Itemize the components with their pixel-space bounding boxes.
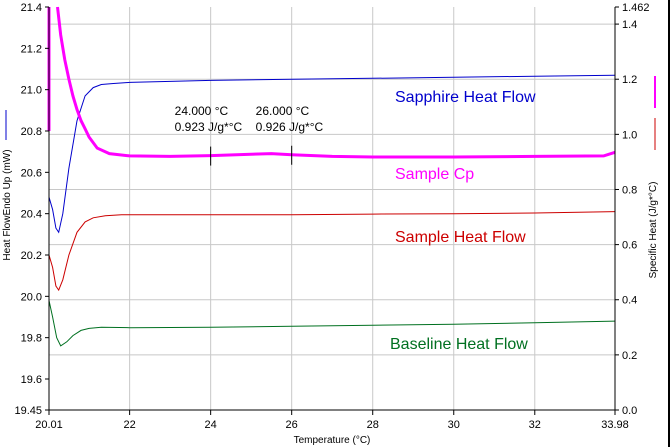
- annotation-value: 0.923 J/g*°C: [175, 120, 243, 134]
- series-labels: Sapphire Heat Flow Sample Cp Sample Heat F…: [390, 89, 536, 353]
- annotation-temp: 24.000 °C: [175, 104, 229, 118]
- y-left-tick-label: 21.4: [21, 2, 42, 14]
- series-label: Sample Cp: [395, 166, 474, 183]
- y-left-tick-label: 20.6: [21, 167, 42, 179]
- y-right-tick-label: 1.462: [622, 2, 650, 14]
- x-tick-label: 24: [205, 419, 217, 431]
- y-left-tick-label: 19.8: [21, 333, 42, 345]
- x-tick-label: 32: [529, 419, 541, 431]
- series-label: Sample Heat Flow: [395, 229, 526, 246]
- y-right-tick-label: 0.6: [622, 240, 637, 252]
- x-tick-label: 28: [367, 419, 379, 431]
- y-right-tick-label: 0.8: [622, 184, 637, 196]
- series-line-baseline-heat-flow: [48, 300, 616, 347]
- y-right-axis-label: Specific Heat (J/g*°C): [648, 182, 659, 279]
- y-right-tick-label: 1.0: [622, 129, 637, 141]
- y-left-tick-label: 20.8: [21, 126, 42, 138]
- grid: [49, 7, 615, 410]
- x-axis-label: Temperature (°C): [294, 435, 371, 446]
- y-left-tick-label: 19.45: [14, 405, 42, 417]
- x-tick-label: 26: [286, 419, 298, 431]
- y-right-tick-label: 1.4: [622, 19, 637, 31]
- series-label: Sapphire Heat Flow: [395, 89, 536, 106]
- y-left-tick-label: 20.4: [21, 209, 42, 221]
- y-right-tick-label: 0.4: [622, 295, 637, 307]
- axes: 20.01 22 24 26 28 30 32 33.98 19.45 19.6 19.8 20.0 2…: [2, 2, 659, 446]
- series-line-sapphire-heat-flow: [48, 74, 616, 234]
- series-layer: [47, 6, 616, 347]
- x-tick-label: 33.98: [601, 419, 629, 431]
- y-left-axis-label: Heat FlowEndo Up (mW): [2, 149, 13, 260]
- x-tick-label: 30: [448, 419, 460, 431]
- y-left-tick-label: 20.0: [21, 291, 42, 303]
- annotations: 24.000 °C 0.923 J/g*°C 26.000 °C 0.926 J/g*…: [175, 104, 324, 166]
- annotation-temp: 26.000 °C: [256, 104, 310, 118]
- y-left-tick-label: 20.2: [21, 250, 42, 262]
- y-right-tick-label: 0.0: [622, 405, 637, 417]
- y-left-tick-label: 19.6: [21, 374, 42, 386]
- x-tick-label: 22: [124, 419, 136, 431]
- y-left-tick-label: 21.0: [21, 85, 42, 97]
- y-right-tick-label: 1.2: [622, 74, 637, 86]
- y-right-tick-label: 0.2: [622, 350, 637, 362]
- y-left-tick-label: 21.2: [21, 43, 42, 55]
- series-line-sample-heat-flow: [48, 211, 616, 292]
- x-tick-label: 20.01: [35, 419, 63, 431]
- series-label: Baseline Heat Flow: [390, 336, 528, 353]
- annotation-value: 0.926 J/g*°C: [256, 120, 324, 134]
